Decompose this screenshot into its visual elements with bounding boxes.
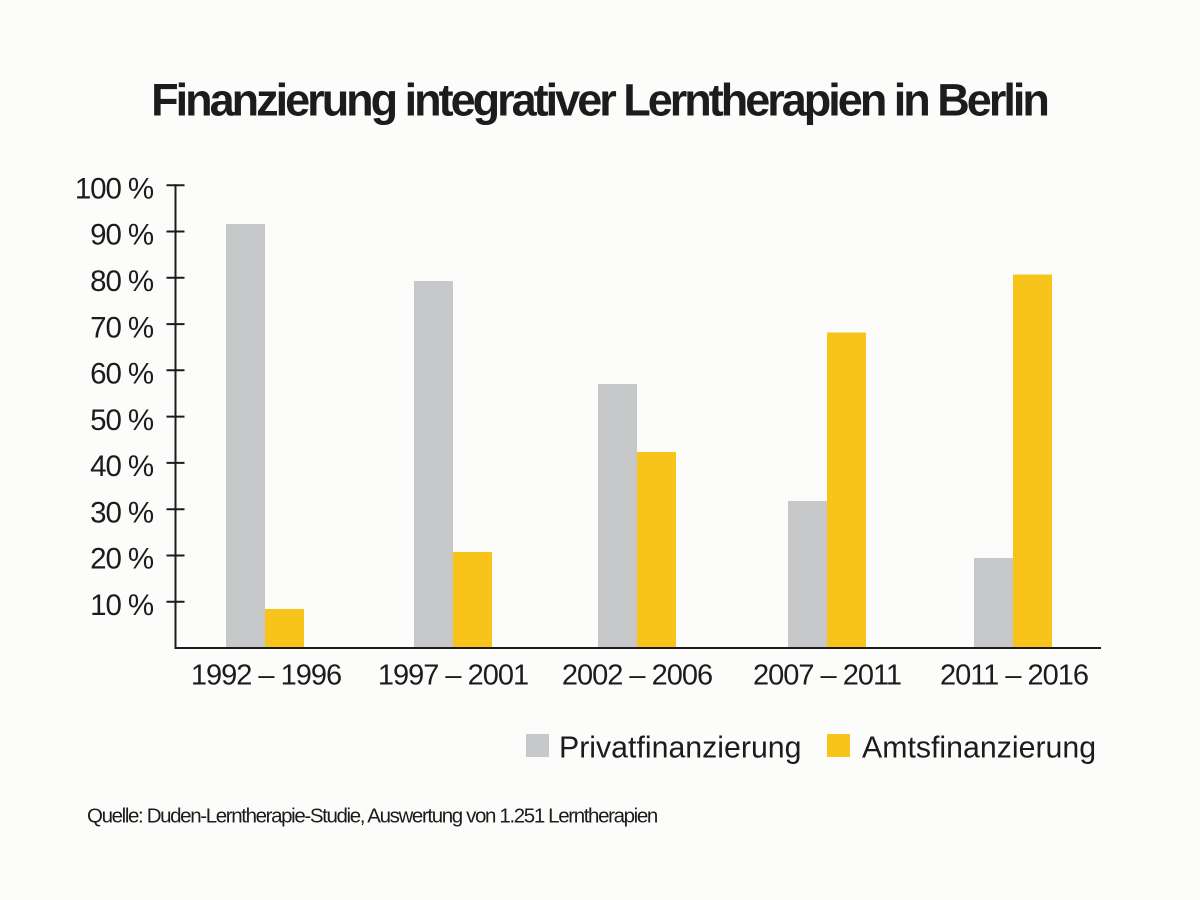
svg-text:Finanzierung integrativer Lern: Finanzierung integrativer Lerntherapien … (151, 75, 1047, 126)
svg-text:2011 – 2016: 2011 – 2016 (940, 660, 1088, 692)
svg-text:60 %: 60 % (90, 358, 154, 391)
svg-text:40 %: 40 % (90, 450, 154, 483)
svg-text:70 %: 70 % (90, 311, 154, 344)
svg-text:10 %: 10 % (90, 589, 154, 622)
svg-text:80 %: 80 % (90, 265, 154, 298)
svg-text:30 %: 30 % (90, 496, 154, 529)
svg-text:Privatfinanzierung: Privatfinanzierung (559, 732, 802, 765)
svg-text:1992 – 1996: 1992 – 1996 (191, 660, 341, 692)
svg-text:2007 – 2011: 2007 – 2011 (753, 660, 901, 692)
svg-text:90 %: 90 % (90, 219, 154, 252)
svg-text:20 %: 20 % (90, 543, 154, 576)
svg-text:Amtsfinanzierung: Amtsfinanzierung (862, 732, 1096, 765)
svg-text:100 %: 100 % (75, 172, 154, 205)
svg-text:1997 – 2001: 1997 – 2001 (378, 660, 528, 692)
svg-text:Quelle: Duden-Lerntherapie-Stu: Quelle: Duden-Lerntherapie-Studie, Auswe… (87, 805, 658, 828)
svg-text:2002 – 2006: 2002 – 2006 (562, 660, 712, 692)
svg-text:50 %: 50 % (90, 404, 154, 437)
